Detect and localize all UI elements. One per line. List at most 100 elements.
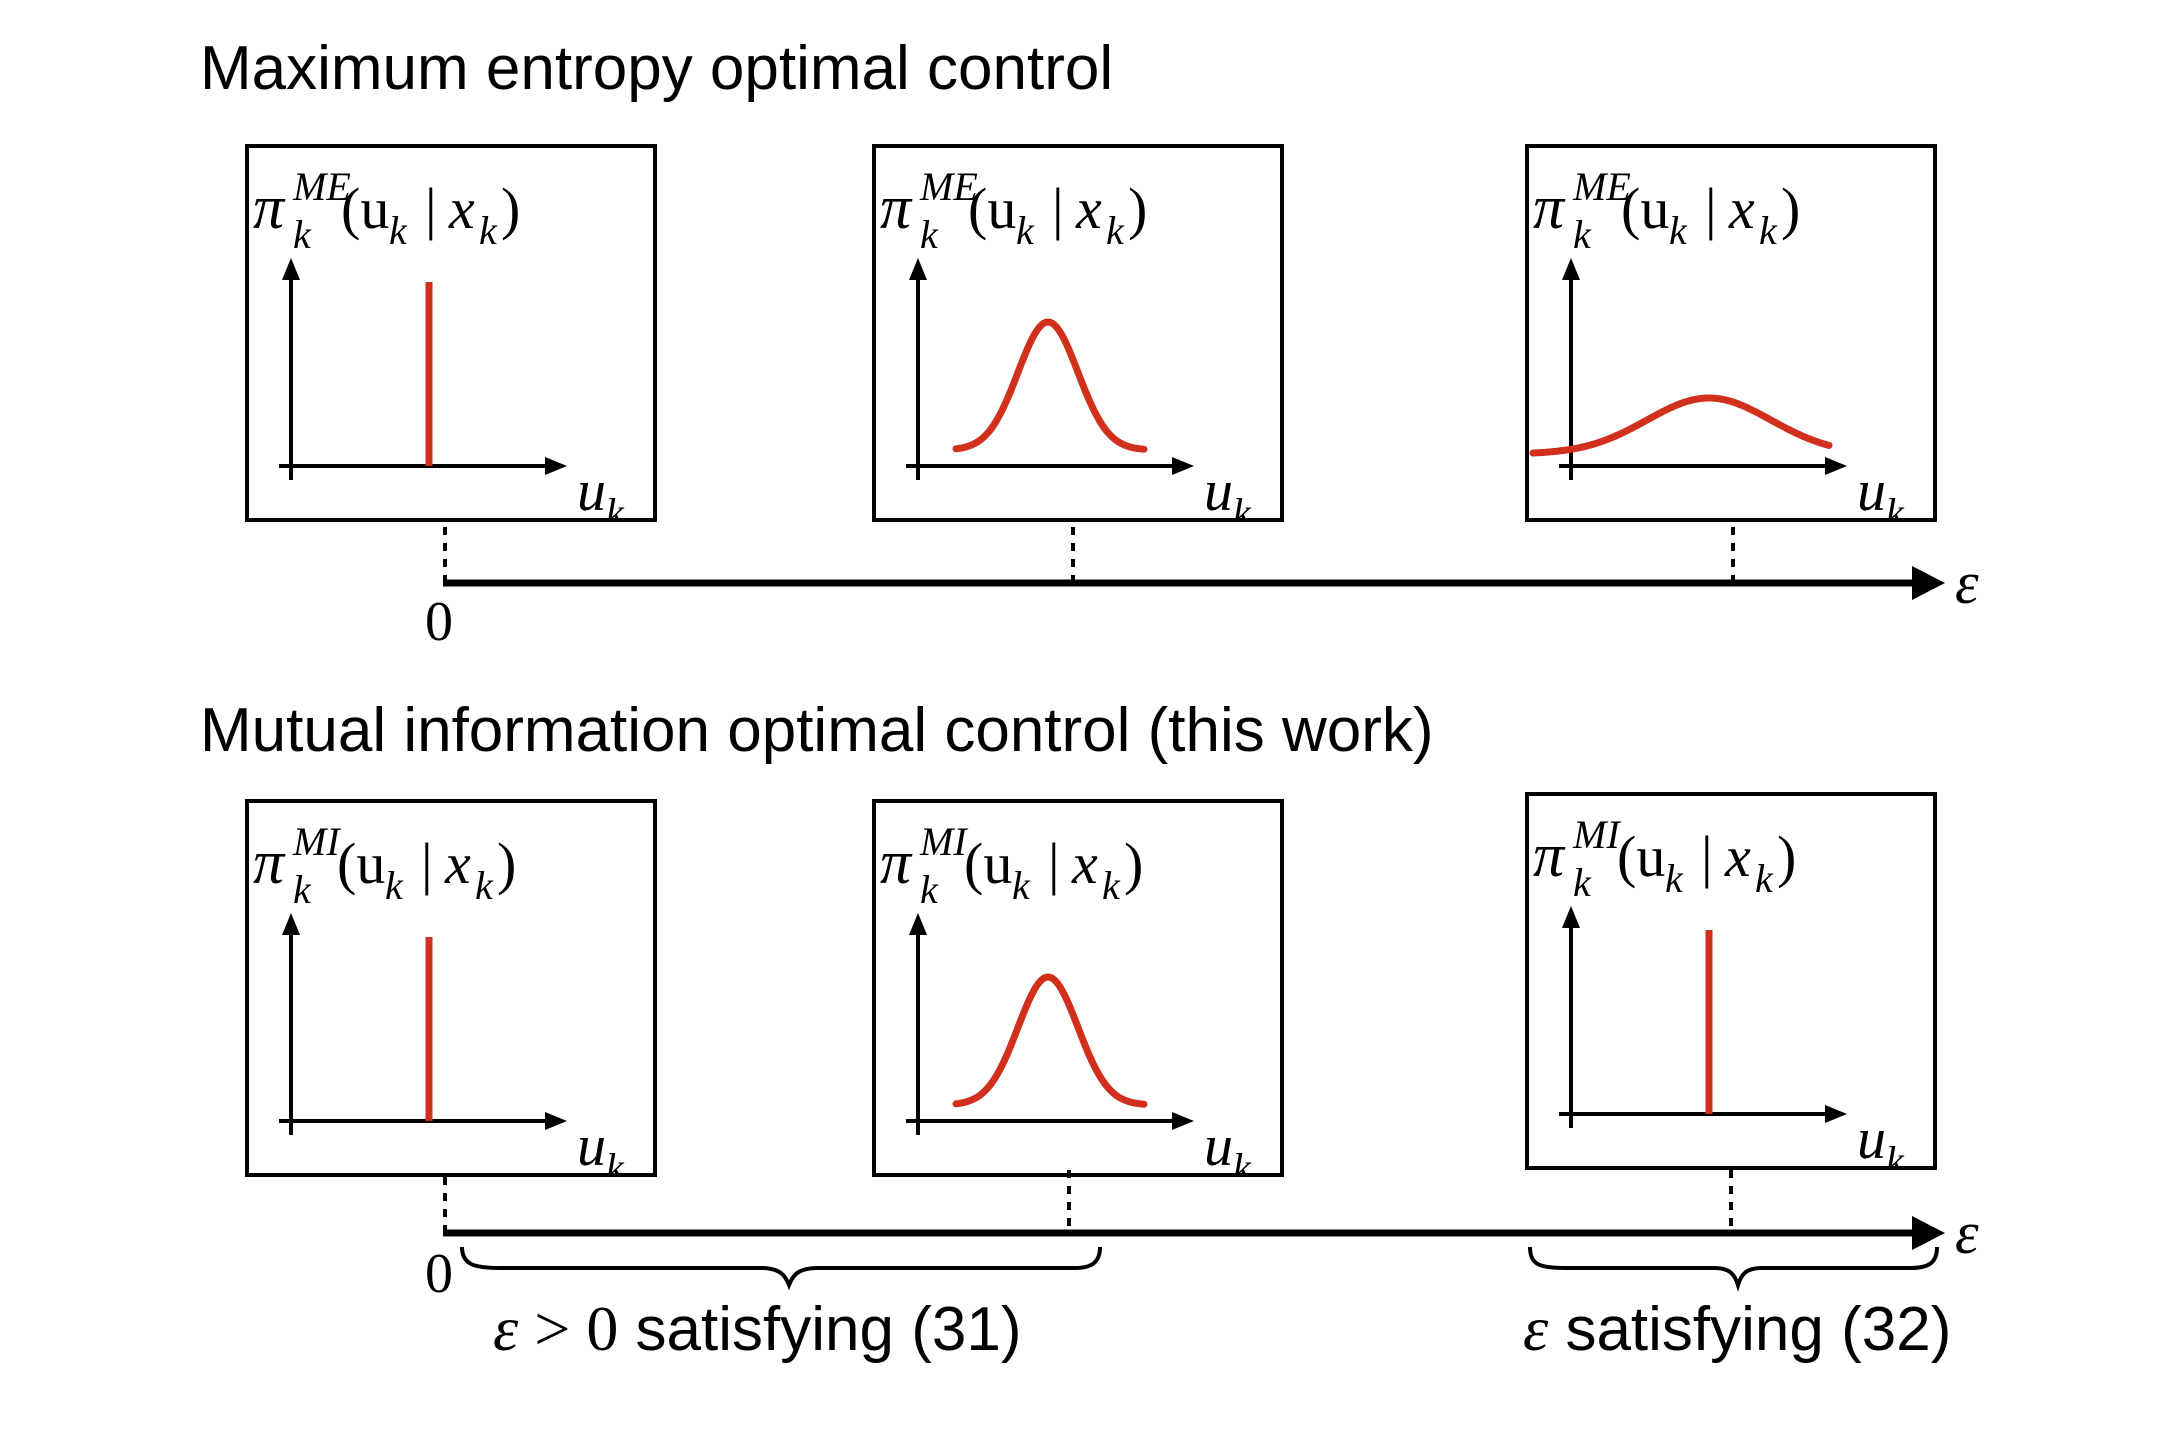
bottom-title: Mutual information optimal control (this… (200, 696, 1434, 765)
bottom-panel-1-plot: π MI k (uk | x k)uk (253, 819, 625, 1173)
brace-right-label: ε satisfying (32) (1523, 1297, 1951, 1361)
brace-left-epsilon: ε (493, 1293, 519, 1364)
policy-label: π ME k (uk | x k) (253, 164, 520, 257)
policy-label-sub: k (1573, 860, 1592, 905)
bottom-panel-2: π MI k (uk | x k) uk (872, 799, 1284, 1177)
top-panel-1: π ME k (uk | x k) uk (245, 144, 657, 522)
brace-left-label: ε > 0 satisfying (31) (493, 1297, 1021, 1361)
top-panel-3: π ME k (uk | x k) uk (1525, 144, 1937, 522)
policy-label-x-sub: k (479, 208, 498, 253)
policy-label-x-sub: k (1106, 208, 1125, 253)
policy-label-pi: π (1533, 822, 1566, 890)
brace-right-epsilon: ε (1523, 1293, 1549, 1364)
policy-label: π MI k (uk | x k) (253, 819, 516, 912)
policy-label-x: x (444, 831, 471, 896)
policy-label-args: (u (968, 176, 1016, 241)
policy-label-sup: MI (292, 819, 341, 864)
policy-label-sub: k (920, 867, 939, 912)
bottom-axis-zero: 0 (425, 1243, 453, 1305)
x-axis-label-sub: k (606, 1145, 625, 1173)
policy-label-pi: π (880, 829, 913, 897)
x-axis-arrowhead (1825, 457, 1847, 475)
policy-label-bar: | (1705, 176, 1717, 241)
policy-label-args-sub: k (1665, 856, 1684, 901)
brace-left-zero: 0 (586, 1293, 619, 1364)
policy-label-bar: | (1048, 831, 1060, 896)
policy-label-x: x (448, 176, 475, 241)
top-epsilon-arrowhead (1912, 566, 1945, 600)
brace-left-op: > (518, 1293, 587, 1364)
x-axis-label-u: u (1204, 1113, 1233, 1173)
x-axis-label: uk (1857, 458, 1905, 518)
y-axis-arrowhead (1562, 906, 1580, 928)
x-axis-label-u: u (1857, 458, 1886, 518)
policy-label-bar: | (1052, 176, 1064, 241)
policy-label-args: (u (341, 176, 389, 241)
policy-label: π MI k (uk | x k) (1533, 812, 1796, 905)
x-axis-arrowhead (1172, 457, 1194, 475)
policy-label-bar: | (421, 831, 433, 896)
policy-label-sub: k (293, 867, 312, 912)
top-panel-2: π ME k (uk | x k) uk (872, 144, 1284, 522)
policy-label-x: x (1071, 831, 1098, 896)
policy-label-pi: π (1533, 174, 1566, 242)
bottom-axis-epsilon: ε (1955, 1200, 1979, 1266)
policy-label-bar: | (1701, 824, 1713, 889)
policy-label-x: x (1075, 176, 1102, 241)
policy-label-sub: k (920, 212, 939, 257)
policy-label-close: ) (1124, 831, 1143, 896)
policy-label-sub: k (1573, 212, 1592, 257)
top-panel-2-plot: π ME k (uk | x k)uk (880, 164, 1252, 518)
bottom-panel-1: π MI k (uk | x k) uk (245, 799, 657, 1177)
x-axis-label-u: u (1204, 458, 1233, 518)
policy-label-close: ) (1128, 176, 1147, 241)
policy-label: π ME k (uk | x k) (880, 164, 1147, 257)
bottom-panel-2-plot: π MI k (uk | x k)uk (880, 819, 1252, 1173)
policy-label-x-sub: k (1102, 863, 1121, 908)
brace-right (1528, 1246, 1939, 1292)
top-panel-3-plot: π ME k (uk | x k)uk (1529, 164, 1905, 518)
policy-label-pi: π (880, 174, 913, 242)
policy-label-close: ) (501, 176, 520, 241)
top-panel-1-plot: π ME k (uk | x k)uk (253, 164, 625, 518)
narrow-gaussian-curve (952, 318, 1148, 453)
x-axis-arrowhead (545, 1112, 567, 1130)
policy-label-close: ) (1777, 824, 1796, 889)
policy-label-args-sub: k (1016, 208, 1035, 253)
policy-label-args-sub: k (389, 208, 408, 253)
y-axis-arrowhead (909, 913, 927, 935)
x-axis-label-sub: k (606, 490, 625, 518)
x-axis-label-u: u (1857, 1106, 1886, 1166)
policy-label-bar: | (425, 176, 437, 241)
policy-label-args: (u (964, 831, 1012, 896)
policy-label-args: (u (1617, 824, 1665, 889)
y-axis-arrowhead (1562, 258, 1580, 280)
policy-label-x: x (1728, 176, 1755, 241)
policy-label-x: x (1724, 824, 1751, 889)
policy-label: π ME k (uk | x k) (1533, 164, 1800, 257)
policy-label-close: ) (1781, 176, 1800, 241)
policy-label-args-sub: k (385, 863, 404, 908)
top-axis-epsilon: ε (1955, 550, 1979, 616)
x-axis-arrowhead (1825, 1105, 1847, 1123)
brace-left-text: satisfying (31) (618, 1295, 1022, 1364)
policy-label-sub: k (293, 212, 312, 257)
y-axis-arrowhead (909, 258, 927, 280)
x-axis-label: uk (577, 1113, 625, 1173)
bottom-panel-3: π MI k (uk | x k) uk (1525, 792, 1937, 1170)
x-axis-arrowhead (1172, 1112, 1194, 1130)
brace-left (460, 1246, 1102, 1291)
x-axis-label-u: u (577, 458, 606, 518)
x-axis-label: uk (1857, 1106, 1905, 1166)
policy-label-x-sub: k (475, 863, 494, 908)
policy-label-sup: MI (919, 819, 968, 864)
x-axis-label-u: u (577, 1113, 606, 1173)
x-axis-label-sub: k (1233, 490, 1252, 518)
x-axis-label-sub: k (1233, 1145, 1252, 1173)
top-title: Maximum entropy optimal control (200, 34, 1114, 103)
policy-label-sup: MI (1572, 812, 1621, 857)
policy-label-close: ) (497, 831, 516, 896)
wide-gaussian-curve (1529, 394, 1833, 457)
policy-label-pi: π (253, 829, 286, 897)
policy-label: π MI k (uk | x k) (880, 819, 1143, 912)
